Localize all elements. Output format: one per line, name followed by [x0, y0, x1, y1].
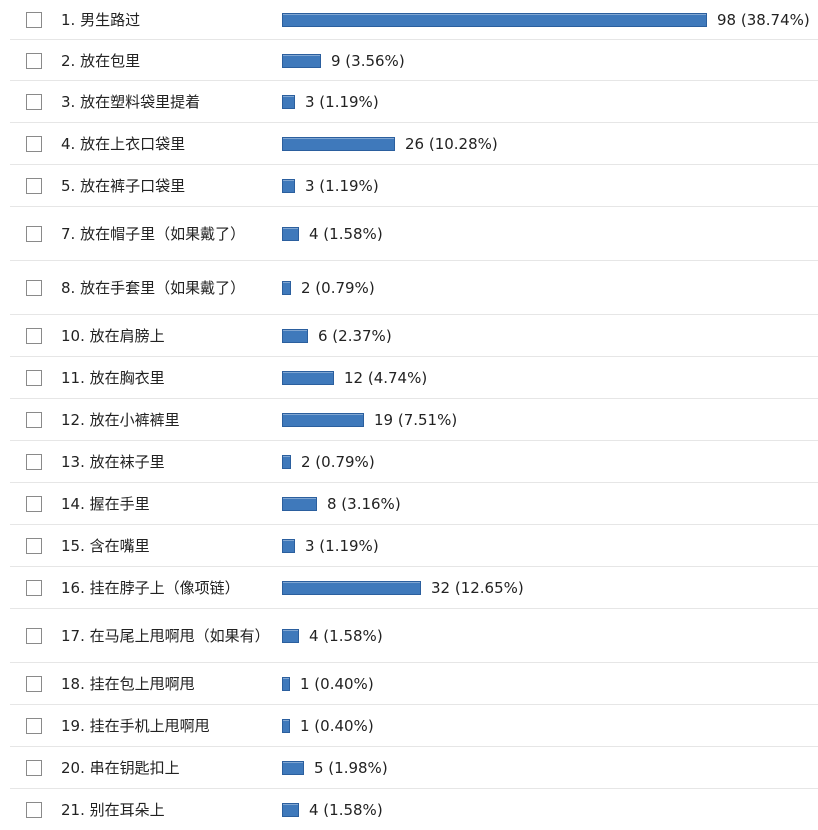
result-bar — [282, 581, 421, 595]
result-bar — [282, 371, 334, 385]
result-row: 20. 串在钥匙扣上 5 (1.98%) — [10, 747, 818, 789]
option-label: 2. 放在包里 — [61, 52, 141, 70]
option-label: 12. 放在小裤裤里 — [61, 411, 180, 429]
option-checkbox[interactable] — [26, 496, 42, 512]
option-checkbox[interactable] — [26, 412, 42, 428]
option-checkbox[interactable] — [26, 580, 42, 596]
option-checkbox[interactable] — [26, 718, 42, 734]
option-checkbox[interactable] — [26, 136, 42, 152]
result-bar — [282, 281, 291, 295]
option-label: 18. 挂在包上甩啊甩 — [61, 675, 195, 693]
result-count-label: 19 (7.51%) — [374, 411, 458, 429]
result-row: 18. 挂在包上甩啊甩 1 (0.40%) — [10, 663, 818, 705]
result-bar — [282, 54, 321, 68]
option-label: 16. 挂在脖子上（像项链） — [61, 579, 240, 597]
result-row: 10. 放在肩膀上 6 (2.37%) — [10, 315, 818, 357]
option-checkbox[interactable] — [26, 226, 42, 242]
result-count-label: 12 (4.74%) — [344, 369, 428, 387]
result-count-label: 2 (0.79%) — [301, 279, 375, 297]
option-label: 1. 男生路过 — [61, 11, 141, 29]
result-bar — [282, 227, 299, 241]
result-count-label: 6 (2.37%) — [318, 327, 392, 345]
option-checkbox[interactable] — [26, 538, 42, 554]
option-label: 3. 放在塑料袋里提着 — [61, 93, 201, 111]
result-row: 12. 放在小裤裤里 19 (7.51%) — [10, 399, 818, 441]
option-label: 13. 放在袜子里 — [61, 453, 165, 471]
result-bar — [282, 179, 295, 193]
result-count-label: 32 (12.65%) — [431, 579, 524, 597]
result-bar — [282, 137, 395, 151]
option-checkbox[interactable] — [26, 454, 42, 470]
result-row: 5. 放在裤子口袋里 3 (1.19%) — [10, 165, 818, 207]
option-label: 4. 放在上衣口袋里 — [61, 135, 186, 153]
option-label: 11. 放在胸衣里 — [61, 369, 165, 387]
result-row: 17. 在马尾上甩啊甩（如果有） 4 (1.58%) — [10, 609, 818, 663]
result-bar — [282, 677, 290, 691]
option-checkbox[interactable] — [26, 53, 42, 69]
result-count-label: 1 (0.40%) — [300, 717, 374, 735]
option-label: 21. 别在耳朵上 — [61, 801, 165, 819]
result-count-label: 4 (1.58%) — [309, 225, 383, 243]
result-row: 15. 含在嘴里 3 (1.19%) — [10, 525, 818, 567]
result-bar — [282, 629, 299, 643]
result-count-label: 5 (1.98%) — [314, 759, 388, 777]
result-bar — [282, 13, 707, 27]
result-row: 11. 放在胸衣里 12 (4.74%) — [10, 357, 818, 399]
result-bar — [282, 803, 299, 817]
option-label: 8. 放在手套里（如果戴了） — [61, 279, 246, 297]
option-checkbox[interactable] — [26, 12, 42, 28]
result-row: 13. 放在袜子里 2 (0.79%) — [10, 441, 818, 483]
result-row: 2. 放在包里 9 (3.56%) — [10, 40, 818, 81]
option-label: 7. 放在帽子里（如果戴了） — [61, 225, 246, 243]
option-checkbox[interactable] — [26, 802, 42, 818]
result-count-label: 3 (1.19%) — [305, 93, 379, 111]
option-checkbox[interactable] — [26, 178, 42, 194]
option-label: 10. 放在肩膀上 — [61, 327, 165, 345]
result-count-label: 4 (1.58%) — [309, 627, 383, 645]
result-bar — [282, 413, 364, 427]
result-count-label: 26 (10.28%) — [405, 135, 498, 153]
result-row: 1. 男生路过 98 (38.74%) — [10, 0, 818, 40]
result-row: 14. 握在手里 8 (3.16%) — [10, 483, 818, 525]
result-bar — [282, 95, 295, 109]
option-label: 17. 在马尾上甩啊甩（如果有） — [61, 627, 270, 645]
result-count-label: 1 (0.40%) — [300, 675, 374, 693]
option-label: 5. 放在裤子口袋里 — [61, 177, 186, 195]
result-row: 21. 别在耳朵上 4 (1.58%) — [10, 789, 818, 830]
result-row: 8. 放在手套里（如果戴了） 2 (0.79%) — [10, 261, 818, 315]
result-count-label: 4 (1.58%) — [309, 801, 383, 819]
result-count-label: 9 (3.56%) — [331, 52, 405, 70]
option-checkbox[interactable] — [26, 370, 42, 386]
result-row: 7. 放在帽子里（如果戴了） 4 (1.58%) — [10, 207, 818, 261]
result-count-label: 3 (1.19%) — [305, 177, 379, 195]
result-row: 3. 放在塑料袋里提着 3 (1.19%) — [10, 81, 818, 123]
result-row: 16. 挂在脖子上（像项链） 32 (12.65%) — [10, 567, 818, 609]
result-row: 4. 放在上衣口袋里 26 (10.28%) — [10, 123, 818, 165]
result-bar — [282, 761, 304, 775]
option-checkbox[interactable] — [26, 94, 42, 110]
option-checkbox[interactable] — [26, 280, 42, 296]
option-checkbox[interactable] — [26, 676, 42, 692]
result-bar — [282, 497, 317, 511]
option-checkbox[interactable] — [26, 628, 42, 644]
option-checkbox[interactable] — [26, 760, 42, 776]
result-count-label: 98 (38.74%) — [717, 11, 810, 29]
option-label: 14. 握在手里 — [61, 495, 150, 513]
result-bar — [282, 455, 291, 469]
result-row: 19. 挂在手机上甩啊甩 1 (0.40%) — [10, 705, 818, 747]
option-checkbox[interactable] — [26, 328, 42, 344]
result-count-label: 8 (3.16%) — [327, 495, 401, 513]
result-count-label: 2 (0.79%) — [301, 453, 375, 471]
option-label: 19. 挂在手机上甩啊甩 — [61, 717, 210, 735]
option-label: 15. 含在嘴里 — [61, 537, 150, 555]
result-bar — [282, 539, 295, 553]
result-bar — [282, 329, 308, 343]
result-count-label: 3 (1.19%) — [305, 537, 379, 555]
result-bar — [282, 719, 290, 733]
option-label: 20. 串在钥匙扣上 — [61, 759, 180, 777]
